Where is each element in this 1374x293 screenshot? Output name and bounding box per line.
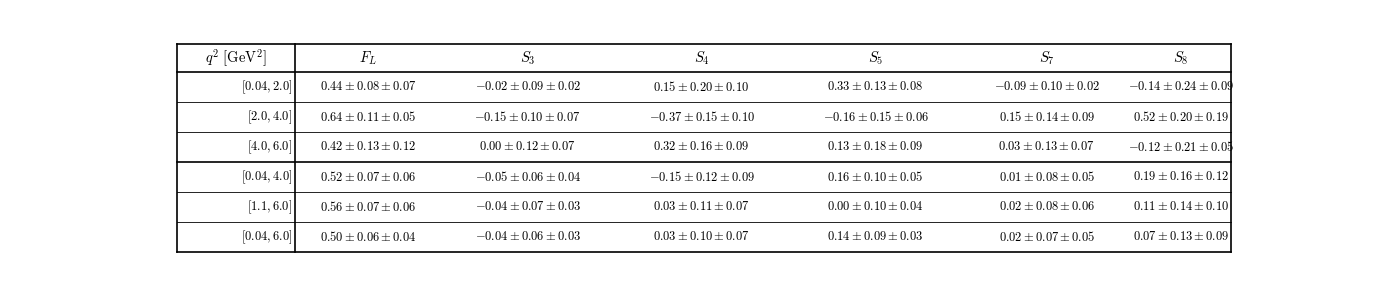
Text: $S_4$: $S_4$: [694, 49, 709, 67]
Text: $-0.15\pm0.12\pm0.09$: $-0.15\pm0.12\pm0.09$: [649, 170, 754, 184]
Text: $0.03\pm0.13\pm0.07$: $0.03\pm0.13\pm0.07$: [999, 140, 1095, 153]
Text: $[2.0, 4.0]$: $[2.0, 4.0]$: [247, 108, 291, 126]
Text: $[0.04, 2.0]$: $[0.04, 2.0]$: [240, 78, 291, 96]
Text: $0.01\pm0.08\pm0.05$: $0.01\pm0.08\pm0.05$: [999, 170, 1095, 184]
Text: $-0.37\pm0.15\pm0.10$: $-0.37\pm0.15\pm0.10$: [649, 110, 754, 124]
Text: $0.15\pm0.14\pm0.09$: $0.15\pm0.14\pm0.09$: [999, 110, 1095, 124]
Text: $[4.0, 6.0]$: $[4.0, 6.0]$: [247, 138, 291, 156]
Text: $F_L$: $F_L$: [359, 49, 376, 67]
Text: $-0.04\pm0.07\pm0.03$: $-0.04\pm0.07\pm0.03$: [474, 200, 581, 213]
Text: $0.00\pm0.12\pm0.07$: $0.00\pm0.12\pm0.07$: [480, 140, 576, 153]
Text: $0.07\pm0.13\pm0.09$: $0.07\pm0.13\pm0.09$: [1134, 230, 1230, 243]
Text: $-0.16\pm0.15\pm0.06$: $-0.16\pm0.15\pm0.06$: [823, 110, 929, 124]
Text: $0.11\pm0.14\pm0.10$: $0.11\pm0.14\pm0.10$: [1134, 200, 1230, 213]
Text: $0.15\pm0.20\pm0.10$: $0.15\pm0.20\pm0.10$: [654, 80, 750, 94]
Text: $S_5$: $S_5$: [868, 49, 883, 67]
Text: $-0.02\pm0.09\pm0.02$: $-0.02\pm0.09\pm0.02$: [474, 80, 581, 93]
Text: $[1.1, 6.0]$: $[1.1, 6.0]$: [247, 198, 291, 216]
Text: $0.13\pm0.18\pm0.09$: $0.13\pm0.18\pm0.09$: [827, 140, 923, 153]
Text: $S_3$: $S_3$: [519, 49, 536, 67]
Text: $0.52\pm0.20\pm0.19$: $0.52\pm0.20\pm0.19$: [1134, 110, 1230, 124]
Text: $0.64\pm0.11\pm0.05$: $0.64\pm0.11\pm0.05$: [320, 110, 416, 124]
Text: $0.50\pm0.06\pm0.04$: $0.50\pm0.06\pm0.04$: [320, 230, 416, 244]
Text: $0.02\pm0.08\pm0.06$: $0.02\pm0.08\pm0.06$: [999, 200, 1095, 213]
Text: $0.03\pm0.11\pm0.07$: $0.03\pm0.11\pm0.07$: [653, 200, 750, 213]
Text: $0.42\pm0.13\pm0.12$: $0.42\pm0.13\pm0.12$: [320, 140, 416, 153]
Text: $S_7$: $S_7$: [1039, 49, 1055, 67]
Text: $q^2 \ [\mathrm{GeV}^2]$: $q^2 \ [\mathrm{GeV}^2]$: [205, 47, 267, 69]
Text: $0.02\pm0.07\pm0.05$: $0.02\pm0.07\pm0.05$: [999, 230, 1095, 244]
Text: $S_8$: $S_8$: [1173, 49, 1189, 67]
Text: $-0.15\pm0.10\pm0.07$: $-0.15\pm0.10\pm0.07$: [474, 110, 581, 124]
Text: $0.16\pm0.10\pm0.05$: $0.16\pm0.10\pm0.05$: [827, 170, 923, 184]
Text: $[0.04, 4.0]$: $[0.04, 4.0]$: [240, 168, 291, 185]
Text: $-0.14\pm0.24\pm0.09$: $-0.14\pm0.24\pm0.09$: [1128, 80, 1234, 93]
Text: $0.52\pm0.07\pm0.06$: $0.52\pm0.07\pm0.06$: [320, 170, 416, 184]
Text: $0.56\pm0.07\pm0.06$: $0.56\pm0.07\pm0.06$: [320, 200, 416, 214]
Text: $0.00\pm0.10\pm0.04$: $0.00\pm0.10\pm0.04$: [827, 200, 923, 213]
Text: $-0.05\pm0.06\pm0.04$: $-0.05\pm0.06\pm0.04$: [474, 170, 581, 184]
Text: $0.44\pm0.08\pm0.07$: $0.44\pm0.08\pm0.07$: [320, 80, 416, 93]
Text: $-0.09\pm0.10\pm0.02$: $-0.09\pm0.10\pm0.02$: [993, 80, 1099, 93]
Text: $-0.04\pm0.06\pm0.03$: $-0.04\pm0.06\pm0.03$: [474, 230, 581, 243]
Text: $0.33\pm0.13\pm0.08$: $0.33\pm0.13\pm0.08$: [827, 80, 923, 93]
Text: $0.03\pm0.10\pm0.07$: $0.03\pm0.10\pm0.07$: [653, 230, 750, 243]
Text: $0.19\pm0.16\pm0.12$: $0.19\pm0.16\pm0.12$: [1134, 170, 1230, 183]
Text: $-0.12\pm0.21\pm0.05$: $-0.12\pm0.21\pm0.05$: [1128, 140, 1234, 154]
Text: $[0.04, 6.0]$: $[0.04, 6.0]$: [240, 228, 291, 246]
Text: $0.32\pm0.16\pm0.09$: $0.32\pm0.16\pm0.09$: [654, 140, 750, 153]
Text: $0.14\pm0.09\pm0.03$: $0.14\pm0.09\pm0.03$: [827, 230, 923, 243]
